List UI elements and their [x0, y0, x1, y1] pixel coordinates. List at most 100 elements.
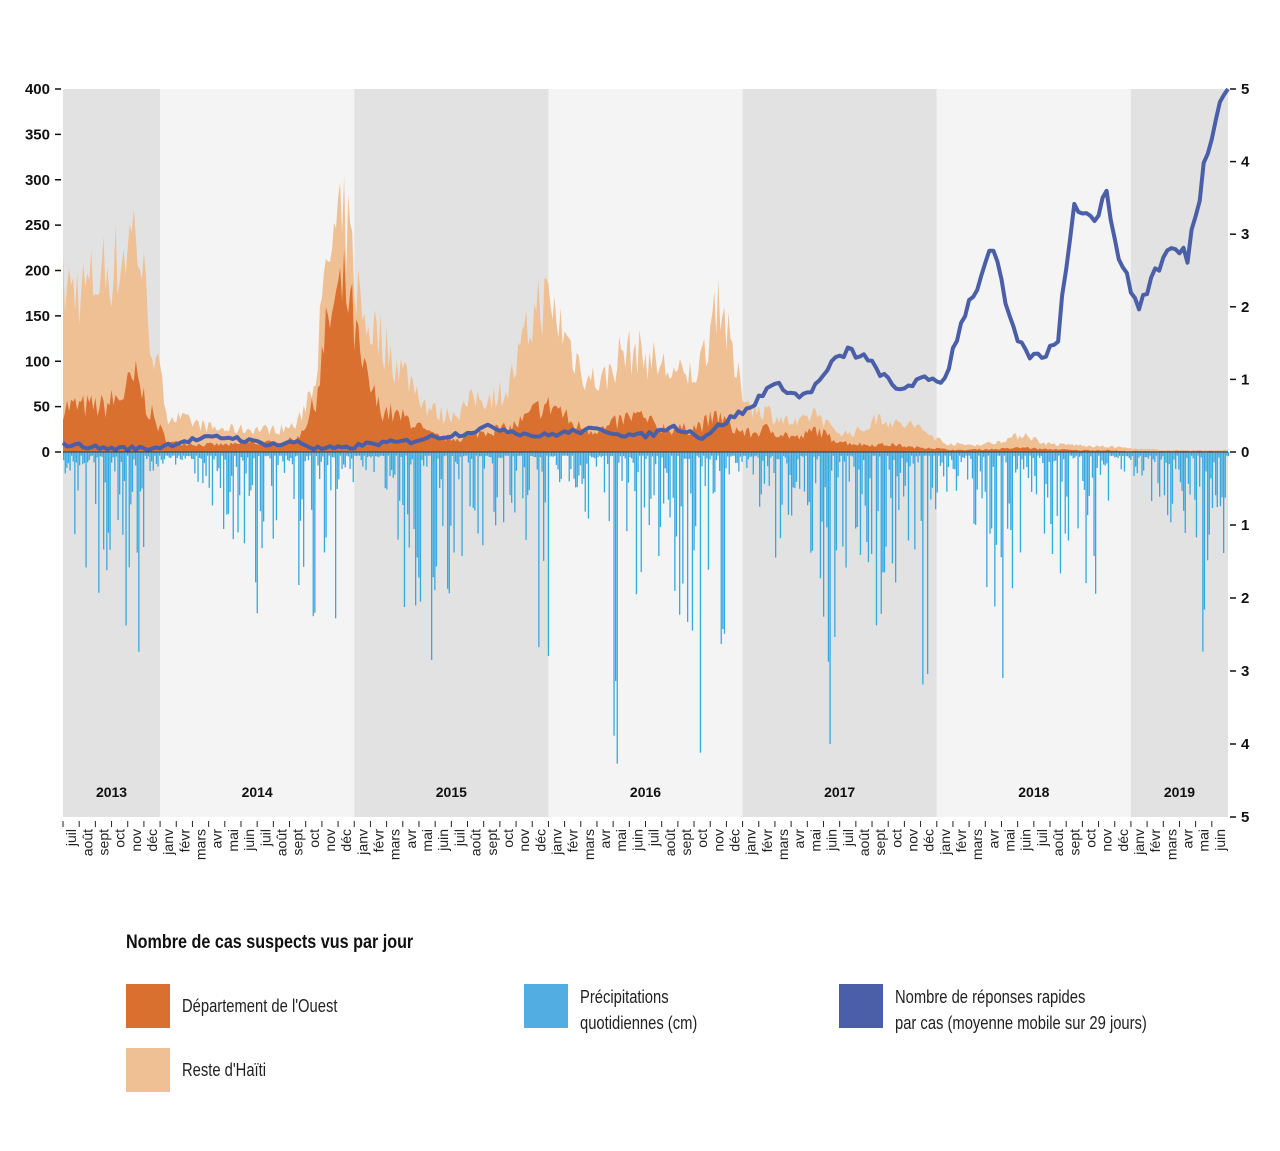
precip-bar: [75, 452, 78, 463]
precip-bar: [799, 452, 801, 489]
y-right-tick-label: 3: [1241, 226, 1249, 243]
precip-bar: [328, 452, 330, 456]
precip-bar: [117, 452, 119, 521]
precip-bar: [752, 452, 754, 475]
y-left-tick-label: 250: [25, 217, 50, 234]
precip-bar: [317, 452, 319, 466]
x-tick-label: févr: [759, 829, 775, 853]
precip-bar: [213, 452, 215, 460]
precip-bar: [1085, 452, 1087, 584]
x-tick-label: oct: [888, 829, 904, 848]
precip-bar: [330, 452, 332, 491]
precip-bar: [176, 452, 178, 458]
precip-bar: [749, 452, 751, 457]
precip-bar: [1136, 452, 1138, 474]
precip-bar: [847, 452, 849, 456]
precip-bar: [347, 452, 350, 457]
x-tick-label: sept: [484, 829, 500, 856]
precip-bar: [133, 452, 135, 460]
precip-bar: [255, 452, 257, 583]
precip-bar: [1056, 452, 1058, 516]
precip-bar: [759, 452, 761, 507]
precip-bar: [983, 452, 985, 457]
precip-bar: [288, 452, 290, 462]
precip-bar: [1067, 452, 1070, 541]
precip-bar: [1191, 452, 1193, 456]
precip-bar: [680, 452, 682, 507]
precip-bar: [354, 452, 356, 456]
precip-bar: [458, 452, 460, 480]
precip-bar: [343, 452, 345, 465]
precip-bar: [621, 452, 623, 481]
precip-bar: [1186, 452, 1188, 458]
y-left-tick-label: 50: [33, 399, 50, 416]
precip-bar: [565, 452, 567, 456]
precip-bar: [1173, 452, 1175, 460]
precip-bar: [296, 452, 298, 456]
precip-bar: [747, 452, 750, 460]
x-tick-label: nov: [1099, 829, 1115, 852]
precip-bar: [189, 452, 191, 457]
precip-bar: [144, 452, 146, 456]
precip-bar: [1095, 452, 1097, 594]
precip-bar: [1218, 452, 1220, 458]
precip-bar: [1208, 452, 1210, 535]
x-tick-label: avr: [403, 829, 419, 849]
precip-bar: [335, 452, 337, 619]
precip-bar: [427, 452, 430, 456]
precip-bar: [1146, 452, 1148, 458]
precip-bar: [181, 452, 183, 461]
precip-bar: [315, 452, 318, 457]
precip-bar: [520, 452, 522, 456]
precip-bar: [829, 452, 831, 744]
precip-bar: [602, 452, 604, 456]
x-tick-label: déc: [921, 829, 937, 852]
precip-bar: [1179, 452, 1182, 483]
precip-bar: [509, 452, 511, 496]
precip-bar: [389, 452, 391, 476]
precip-bar: [928, 452, 930, 456]
precip-bar: [885, 452, 887, 547]
precip-bar: [1077, 452, 1079, 529]
y-right-precip-tick-label: 1: [1241, 517, 1249, 534]
precip-bar: [336, 452, 338, 489]
precip-bar: [539, 452, 542, 458]
precip-bar: [371, 452, 374, 457]
precip-bar: [899, 452, 902, 473]
precip-bar: [592, 452, 594, 458]
precip-bar: [818, 452, 820, 457]
precip-bar: [1032, 452, 1034, 458]
precip-bar: [949, 452, 951, 456]
precip-bar: [674, 452, 676, 591]
precip-bar: [547, 452, 550, 656]
precip-bar: [743, 452, 745, 456]
precip-bar: [645, 452, 647, 459]
precip-bar: [677, 452, 679, 456]
x-tick-label: oct: [1082, 829, 1098, 848]
precip-bar: [571, 452, 574, 456]
precip-bar: [1066, 452, 1068, 497]
precip-bar: [895, 452, 897, 583]
precip-bar: [463, 452, 465, 457]
precip-bar: [363, 452, 366, 456]
precip-bar: [104, 452, 106, 483]
precip-bar: [826, 452, 828, 528]
precip-bar: [1219, 452, 1222, 507]
precip-bar: [992, 452, 994, 467]
precip-bar: [293, 452, 295, 500]
x-tick-label: août: [273, 829, 289, 856]
precip-bar: [171, 452, 174, 456]
x-tick-label: nov: [516, 829, 532, 852]
precip-bar: [1047, 452, 1049, 498]
precip-bar: [696, 452, 698, 456]
precip-bar: [391, 452, 393, 470]
precip-bar: [707, 452, 710, 570]
precip-bar: [858, 452, 860, 470]
precip-bar: [1026, 452, 1028, 468]
precip-bar: [1151, 452, 1153, 502]
precip-bar: [1063, 452, 1065, 460]
precip-bar: [755, 452, 758, 456]
precip-bar: [147, 452, 150, 457]
precip-bar: [290, 452, 292, 458]
precip-bar: [163, 452, 166, 460]
